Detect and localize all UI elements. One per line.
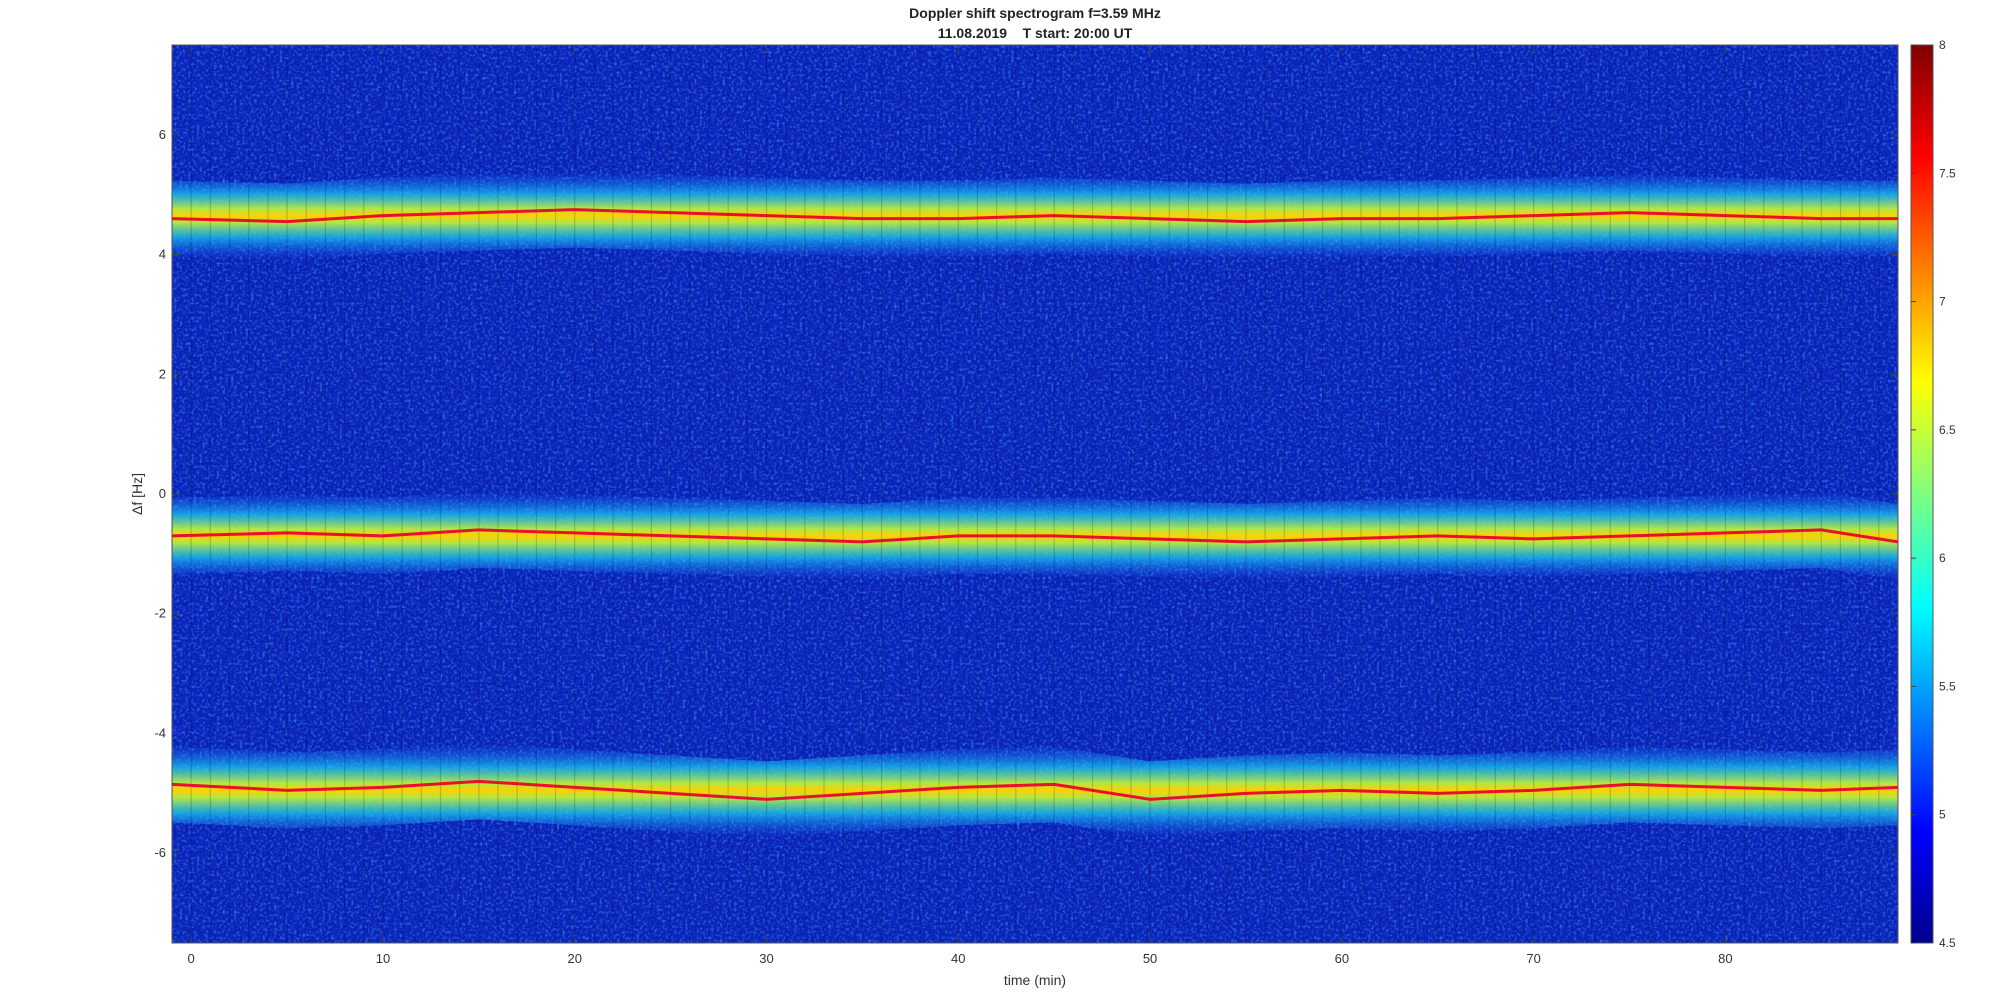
x-tick-label: 0: [188, 951, 195, 966]
y-axis-ticks: -6 -4 -2 0 2 4 6: [154, 127, 1898, 860]
colorbar-tick-label: 7.5: [1939, 166, 1956, 180]
y-tick-label: -4: [154, 725, 166, 740]
chart-subtitle: 11.08.2019 T start: 20:00 UT: [938, 25, 1133, 41]
doppler-trace-1: [172, 208, 1898, 224]
x-tick-label: 30: [759, 951, 773, 966]
chart-title: Doppler shift spectrogram f=3.59 MHz: [909, 5, 1161, 21]
colorbar-tick-label: 8: [1939, 38, 1946, 52]
colorbar-tick-label: 7: [1939, 295, 1946, 309]
x-tick-label: 40: [951, 951, 965, 966]
x-tick-label: 70: [1526, 951, 1540, 966]
colorbar-tick-label: 5: [1939, 808, 1946, 822]
plot-area: [172, 45, 1898, 943]
doppler-trace-3: [172, 779, 1898, 801]
x-tick-label: 10: [376, 951, 390, 966]
y-tick-label: -2: [154, 606, 166, 621]
y-tick-label: 2: [159, 366, 166, 381]
colorbar: [1910, 44, 1934, 944]
y-tick-label: -6: [154, 845, 166, 860]
colorbar-tick-label: 6: [1939, 551, 1946, 565]
x-axis-ticks: 0 10 20 30 40 50 60 70 80: [188, 45, 1733, 966]
y-tick-label: 4: [159, 247, 166, 262]
y-tick-label: 6: [159, 127, 166, 142]
colorbar-tick-label: 6.5: [1939, 423, 1956, 437]
x-tick-label: 60: [1335, 951, 1349, 966]
doppler-trace-2: [172, 528, 1898, 544]
y-tick-label: 0: [159, 486, 166, 501]
x-tick-label: 20: [567, 951, 581, 966]
colorbar-tick-label: 5.5: [1939, 679, 1956, 693]
x-tick-label: 50: [1143, 951, 1157, 966]
y-axis-label: Δf [Hz]: [129, 473, 145, 515]
signal-band-3: [172, 743, 1898, 838]
doppler-traces: [172, 208, 1898, 801]
x-axis-label: time (min): [1004, 972, 1066, 988]
x-tick-label: 80: [1718, 951, 1732, 966]
colorbar-ticks: 4.5 5 5.5 6 6.5 7 7.5 8: [1911, 38, 1956, 950]
colorbar-tick-label: 4.5: [1939, 936, 1956, 950]
